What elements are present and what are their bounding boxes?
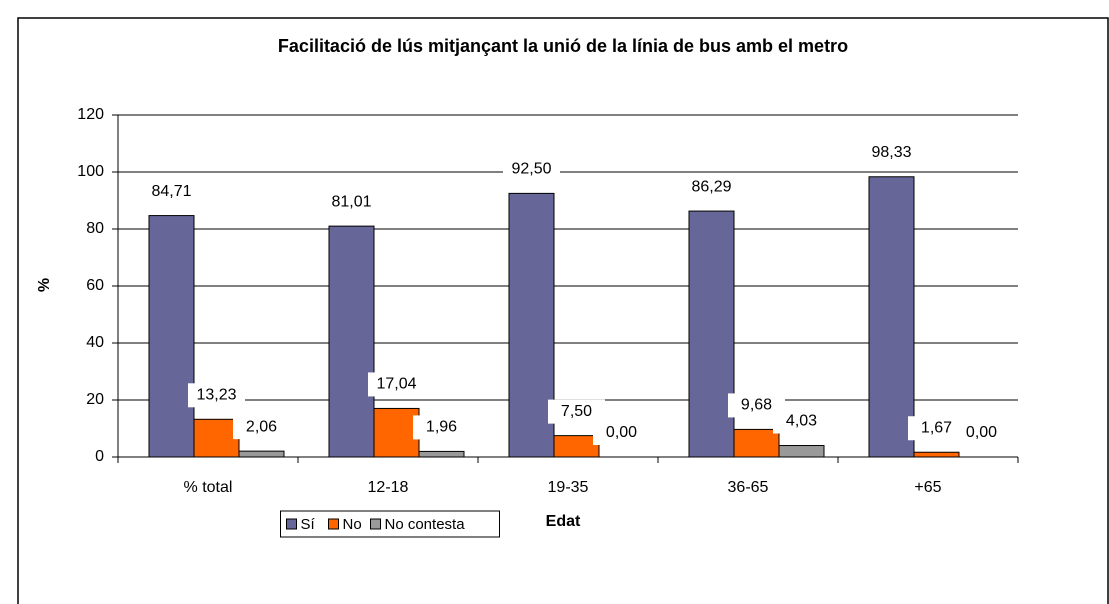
bar xyxy=(868,176,915,458)
bar xyxy=(328,225,375,458)
bar xyxy=(373,407,420,458)
data-label: 13,23 xyxy=(196,387,236,404)
data-label: 1,67 xyxy=(921,419,952,436)
legend-swatch xyxy=(286,518,297,530)
bar xyxy=(688,210,735,458)
bar xyxy=(778,445,825,458)
x-tick-label: 12-18 xyxy=(368,479,409,496)
label-bg xyxy=(143,179,200,204)
x-tick-label: 36-65 xyxy=(728,479,769,496)
bar xyxy=(913,451,960,458)
label-bg xyxy=(413,415,470,440)
label-bg xyxy=(863,140,920,165)
legend-label: No xyxy=(343,516,362,533)
label-bg xyxy=(503,157,560,182)
label-bg xyxy=(683,175,740,200)
chart-title: Facilitació de lús mitjançant la unió de… xyxy=(278,36,848,56)
data-label: 17,04 xyxy=(376,376,416,393)
bar xyxy=(148,215,195,458)
y-axis-title: % xyxy=(36,278,53,292)
x-tick-label: +65 xyxy=(914,479,941,496)
data-label: 0,00 xyxy=(966,424,997,441)
x-axis-title: Edat xyxy=(546,513,581,530)
label-bg xyxy=(233,415,290,440)
legend-label: No contesta xyxy=(385,516,466,533)
bar xyxy=(733,428,780,458)
y-tick-label: 60 xyxy=(86,277,104,294)
y-tick-label: 0 xyxy=(95,448,104,465)
data-label: 4,03 xyxy=(786,413,817,430)
label-bg xyxy=(773,409,830,434)
y-tick-label: 80 xyxy=(86,220,104,237)
data-label: 7,50 xyxy=(561,403,592,420)
bar xyxy=(508,192,555,458)
data-label: 86,29 xyxy=(691,178,731,195)
label-bg xyxy=(593,421,650,445)
label-bg xyxy=(188,383,245,408)
y-tick-label: 40 xyxy=(86,334,104,351)
y-tick-label: 120 xyxy=(77,106,104,123)
data-label: 84,71 xyxy=(151,183,191,200)
chart-border xyxy=(17,17,1109,604)
data-label: 9,68 xyxy=(741,397,772,414)
label-bg xyxy=(953,421,1010,445)
bar xyxy=(418,450,465,458)
data-label: 1,96 xyxy=(426,419,457,436)
data-label: 0,00 xyxy=(606,424,637,441)
legend-swatch xyxy=(328,518,339,530)
data-label: 98,33 xyxy=(871,144,911,161)
bar xyxy=(193,418,240,458)
label-bg xyxy=(323,190,380,215)
legend-label: Sí xyxy=(301,516,316,533)
bar xyxy=(238,450,285,458)
data-label: 2,06 xyxy=(246,418,277,435)
legend-box xyxy=(280,510,500,538)
label-bg xyxy=(368,372,425,397)
y-tick-label: 100 xyxy=(77,163,104,180)
bar xyxy=(553,435,600,458)
y-tick-label: 20 xyxy=(86,391,104,408)
x-tick-label: 19-35 xyxy=(548,479,589,496)
x-tick-label: % total xyxy=(184,479,233,496)
data-label: 81,01 xyxy=(331,193,371,210)
label-bg xyxy=(548,399,605,424)
legend-swatch xyxy=(370,518,381,530)
data-label: 92,50 xyxy=(511,161,551,178)
